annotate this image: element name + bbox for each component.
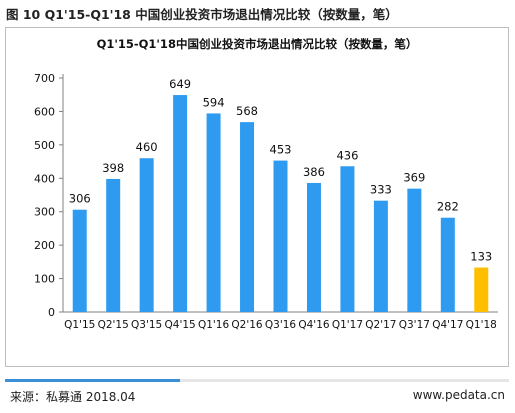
x-tick-label: Q3'15 [131, 319, 162, 331]
x-tick-label: Q4'17 [432, 319, 463, 331]
bar [306, 182, 321, 312]
y-tick-label: 0 [48, 306, 55, 319]
bar [139, 158, 154, 312]
x-tick-label: Q1'18 [466, 319, 497, 331]
data-label: 594 [203, 95, 225, 109]
data-label: 333 [370, 183, 392, 197]
data-label: 386 [303, 165, 325, 179]
bar [474, 267, 489, 312]
data-label: 453 [270, 143, 292, 157]
bar [273, 160, 288, 312]
y-tick-label: 700 [34, 72, 55, 85]
y-tick-label: 200 [34, 239, 55, 252]
y-tick-label: 500 [34, 139, 55, 152]
y-tick-label: 600 [34, 105, 55, 118]
x-tick-label: Q2'16 [231, 319, 263, 331]
y-tick-label: 100 [34, 273, 55, 286]
footer-divider-accent [5, 379, 180, 382]
data-label: 282 [437, 200, 459, 214]
chart-frame: Q1'15-Q1'18中国创业投资市场退出情况比较（按数量，笔） 0 100 200… [5, 27, 509, 367]
data-label: 306 [69, 192, 91, 206]
bar [240, 122, 255, 312]
data-label: 133 [470, 250, 492, 264]
x-tick-label: Q1'17 [332, 319, 363, 331]
bar [206, 113, 221, 312]
x-tick-label: Q3'17 [399, 319, 430, 331]
y-tick-label: 300 [34, 206, 55, 219]
bar [106, 178, 121, 312]
chart-title: Q1'15-Q1'18中国创业投资市场退出情况比较（按数量，笔） [97, 37, 418, 51]
source-note: 来源：私募通 2018.04 [10, 390, 136, 404]
data-label: 398 [102, 161, 124, 175]
data-label: 460 [136, 140, 158, 154]
bar [407, 188, 422, 312]
data-label: 436 [336, 148, 358, 162]
x-tick-label: Q3'16 [265, 319, 297, 331]
y-tick-label: 400 [34, 172, 55, 185]
data-label: 649 [169, 77, 191, 91]
site-url: www.pedata.cn [412, 388, 505, 402]
x-tick-label: Q1'15 [64, 319, 95, 331]
bar [340, 166, 355, 312]
footer-divider [5, 379, 509, 382]
x-tick-label: Q1'16 [198, 319, 230, 331]
data-label: 568 [236, 104, 258, 118]
bar [72, 209, 87, 312]
bar [173, 95, 188, 312]
x-tick-label: Q2'17 [365, 319, 396, 331]
data-label: 369 [403, 171, 425, 185]
x-tick-label: Q4'16 [298, 319, 330, 331]
bar [440, 217, 455, 312]
figure-caption: 图 10 Q1'15-Q1'18 中国创业投资市场退出情况比较（按数量，笔） [6, 7, 398, 22]
bar [373, 200, 388, 312]
x-tick-label: Q4'15 [165, 319, 196, 331]
x-tick-label: Q2'15 [98, 319, 129, 331]
bar-chart: Q1'15-Q1'18中国创业投资市场退出情况比较（按数量，笔） 0 100 200… [34, 37, 498, 331]
